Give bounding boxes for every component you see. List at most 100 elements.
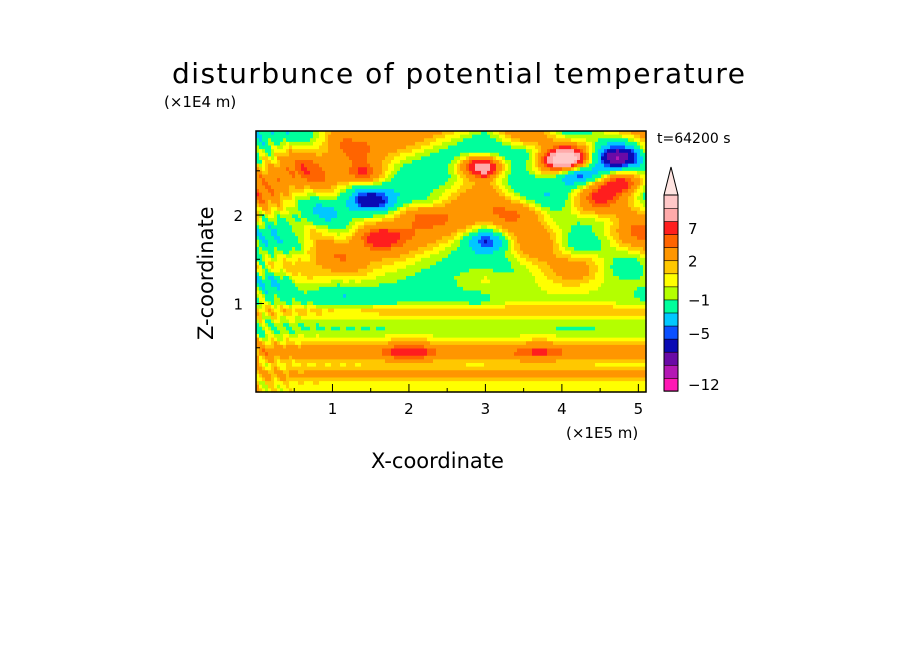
contour-cell [433, 297, 437, 302]
contour-cell [277, 341, 281, 346]
contour-cell [316, 203, 320, 208]
contour-cell [409, 348, 413, 353]
contour-cell [394, 185, 398, 190]
contour-cell [376, 228, 380, 234]
contour-cell [442, 377, 446, 382]
contour-cell [439, 250, 443, 255]
contour-cell [370, 261, 374, 266]
contour-cell [379, 355, 383, 360]
contour-cell [406, 189, 410, 194]
contour-cell [358, 243, 362, 248]
contour-cell [379, 225, 383, 230]
contour-cell [322, 210, 326, 215]
contour-cell [397, 268, 401, 273]
contour-cell [265, 254, 269, 259]
contour-cell [400, 363, 404, 368]
contour-cell [361, 323, 365, 328]
contour-cell [259, 250, 263, 255]
contour-cell [406, 243, 410, 248]
contour-cell [433, 207, 437, 212]
contour-cell [358, 363, 362, 368]
contour-cell [298, 366, 302, 371]
contour-cell [262, 352, 266, 357]
contour-cell [265, 239, 269, 244]
contour-cell [412, 384, 416, 389]
contour-cell [442, 185, 446, 190]
contour-cell [388, 286, 392, 292]
contour-cell [274, 141, 278, 147]
contour-cell [418, 366, 422, 371]
contour-cell [451, 181, 455, 186]
contour-cell [256, 290, 260, 295]
contour-cell [328, 239, 332, 244]
contour-cell [403, 203, 407, 208]
contour-cell [427, 152, 431, 157]
contour-cell [322, 152, 326, 157]
contour-cell [277, 247, 281, 252]
contour-cell [334, 145, 338, 150]
contour-cell [328, 163, 332, 168]
contour-cell [310, 370, 314, 375]
contour-cell [400, 355, 404, 360]
contour-cell [352, 239, 356, 244]
contour-cell [364, 344, 368, 350]
contour-cell [409, 359, 413, 364]
contour-cell [445, 163, 449, 168]
contour-cell [400, 377, 404, 382]
contour-cell [424, 149, 428, 154]
contour-cell [436, 167, 440, 172]
contour-cell [280, 301, 284, 306]
contour-cell [265, 276, 269, 281]
contour-cell [262, 185, 266, 190]
contour-cell [271, 381, 275, 386]
contour-cell [295, 210, 299, 215]
contour-cell [457, 334, 461, 339]
contour-cell [412, 359, 416, 364]
contour-cell [256, 272, 260, 277]
contour-cell [268, 352, 272, 357]
contour-cell [421, 366, 425, 371]
contour-cell [280, 337, 284, 342]
contour-cell [316, 268, 320, 273]
contour-cell [307, 312, 311, 317]
contour-cell [433, 294, 437, 299]
contour-cell [349, 225, 353, 230]
contour-cell [265, 243, 269, 248]
contour-cell [406, 276, 410, 281]
contour-cell [439, 138, 443, 143]
contour-cell [433, 348, 437, 353]
contour-cell [433, 218, 437, 223]
contour-cell [286, 163, 290, 168]
contour-cell [295, 290, 299, 295]
contour-cell [334, 181, 338, 186]
contour-cell [388, 254, 392, 259]
contour-cell [307, 149, 311, 154]
contour-cell [271, 373, 275, 379]
contour-cell [418, 341, 422, 346]
contour-cell [349, 370, 353, 375]
contour-cell [376, 373, 380, 379]
contour-cell [433, 319, 437, 324]
contour-cell [451, 192, 455, 197]
contour-cell [307, 134, 311, 139]
contour-cell [331, 301, 335, 306]
contour-cell [271, 388, 275, 393]
contour-cell [430, 272, 434, 277]
contour-cell [382, 370, 386, 375]
contour-cell [295, 323, 299, 328]
contour-cell [340, 225, 344, 230]
contour-cell [412, 185, 416, 190]
contour-cell [385, 236, 389, 241]
contour-cell [412, 203, 416, 208]
contour-cell [421, 145, 425, 150]
contour-cell [400, 268, 404, 273]
contour-cell [349, 160, 353, 165]
contour-cell [379, 232, 383, 237]
contour-cell [328, 236, 332, 241]
contour-cell [406, 170, 410, 176]
contour-cell [436, 297, 440, 302]
contour-cell [343, 348, 347, 353]
contour-cell [307, 276, 311, 281]
contour-cell [334, 319, 338, 324]
contour-cell [358, 156, 362, 161]
